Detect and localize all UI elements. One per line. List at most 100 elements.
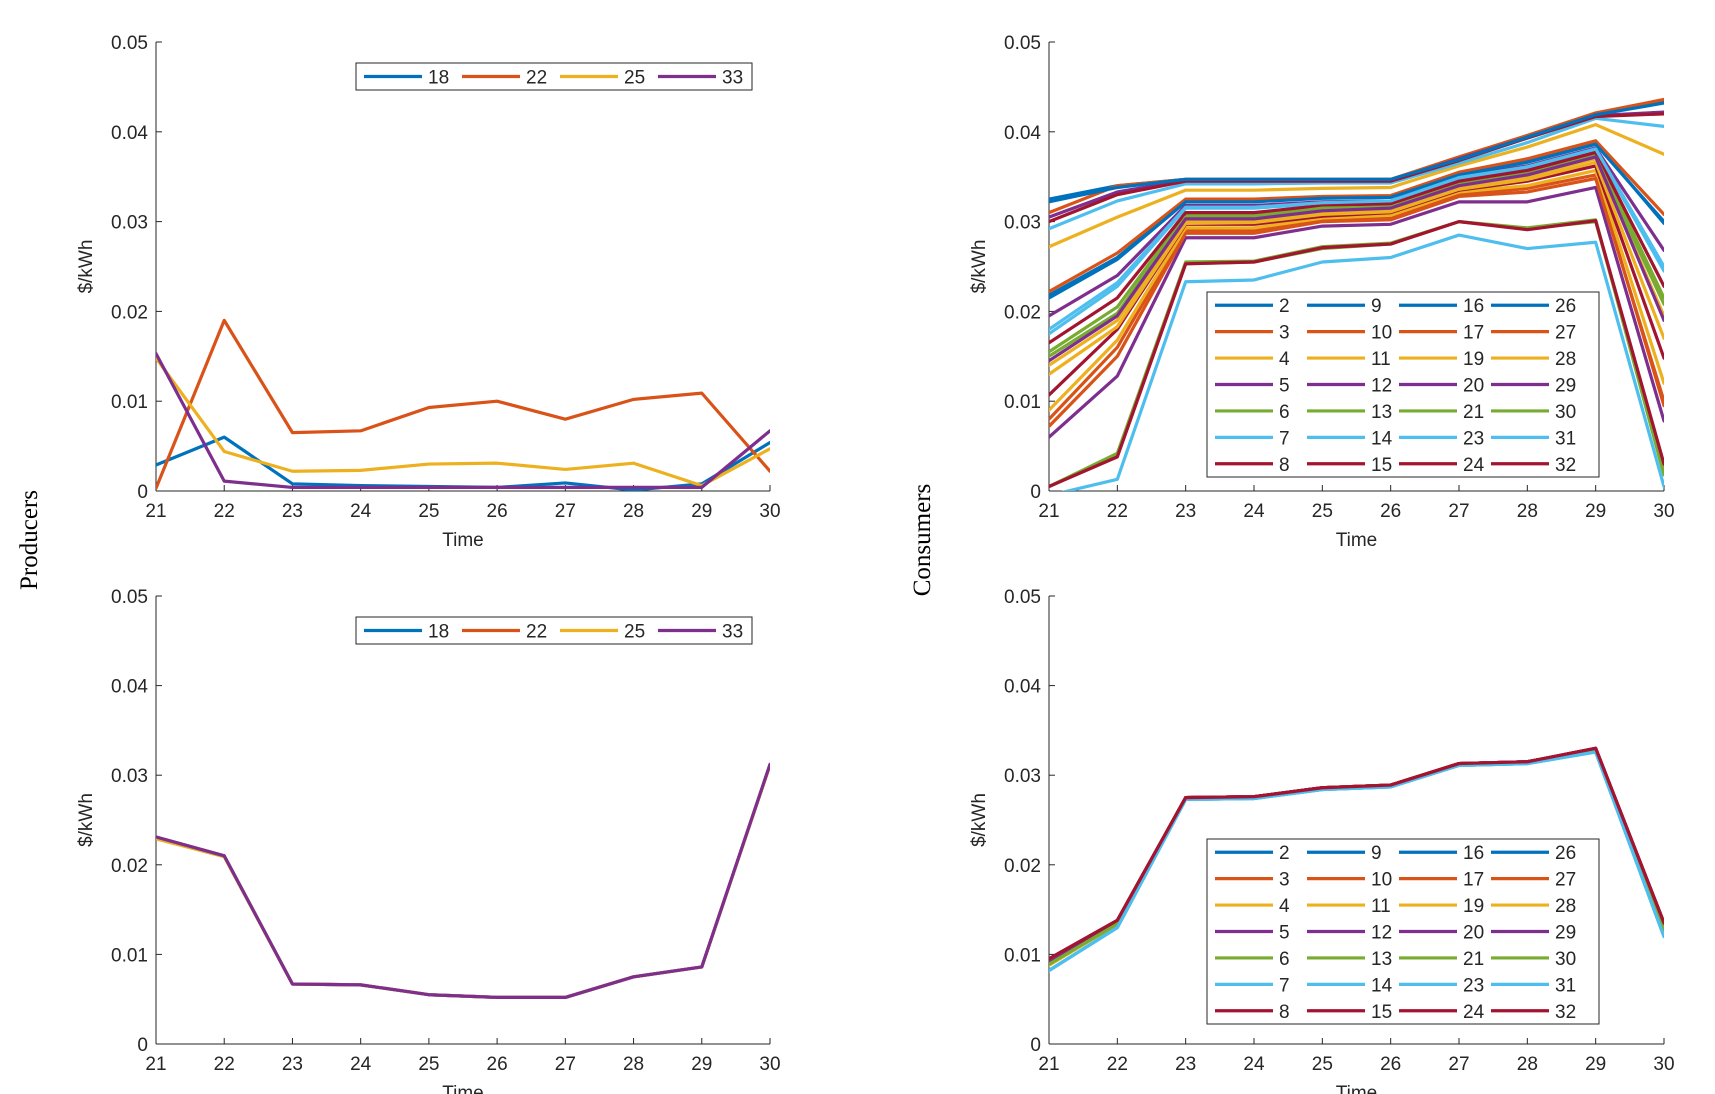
series-line-25 [156,356,770,488]
x-tick-label: 24 [1243,1054,1265,1075]
x-tick-label: 29 [1585,1054,1606,1075]
y-tick-label: 0.03 [111,213,148,234]
row-label-consumers: Consumers [909,484,936,597]
series-line-4 [1049,123,1664,249]
legend-label-18: 18 [428,68,449,89]
legend-label-33: 33 [722,68,743,89]
series-lines [1049,97,1664,491]
legend: 18 22 25 33 [355,616,753,645]
legend-label-24: 24 [1463,1002,1485,1023]
legend-label-6: 6 [1279,949,1290,970]
x-tick-label: 27 [1448,501,1469,522]
legend-label-7: 7 [1279,428,1290,449]
y-tick-label: 0.04 [111,677,148,698]
y-tick-label: 0.03 [1004,213,1041,234]
legend-label-4: 4 [1279,349,1290,370]
legend-label-7: 7 [1279,975,1290,996]
x-tick-label: 24 [1243,501,1265,522]
legend-label-25: 25 [624,68,645,89]
x-tick-label: 22 [1107,1054,1128,1075]
x-axis-label: Time [1336,1083,1378,1094]
series-line-11 [1049,157,1664,367]
x-tick-label: 22 [214,501,235,522]
legend-label-17: 17 [1463,870,1484,891]
y-tick-label: 0 [1030,1035,1041,1056]
legend-label-31: 31 [1555,975,1576,996]
legend-label-15: 15 [1371,455,1392,476]
x-axis-label: Time [1336,530,1378,551]
legend-label-20: 20 [1463,923,1484,944]
legend-label-23: 23 [1463,975,1484,996]
y-tick-label: 0.05 [111,587,148,608]
y-tick-label: 0.05 [1004,587,1041,608]
x-tick-label: 27 [555,501,576,522]
x-tick-label: 24 [350,1054,372,1075]
legend-label-4: 4 [1279,896,1290,917]
legend-label-23: 23 [1463,428,1484,449]
legend-label-16: 16 [1463,296,1484,317]
x-tick-label: 25 [418,1054,439,1075]
y-tick-label: 0.05 [1004,33,1041,54]
legend-label-6: 6 [1279,402,1290,423]
legend-label-3: 3 [1279,870,1290,891]
y-tick-label: 0.03 [111,766,148,787]
y-tick-label: 0.01 [111,392,148,413]
series-line-32 [1049,219,1664,489]
y-tick-label: 0.02 [111,856,148,877]
legend-label-10: 10 [1371,870,1392,891]
x-tick-label: 28 [1517,1054,1538,1075]
series-line-20 [1049,185,1664,439]
x-tick-label: 26 [1380,501,1401,522]
legend-label-33: 33 [722,622,743,643]
y-tick-label: 0 [137,1035,148,1056]
legend-label-14: 14 [1371,975,1393,996]
legend-label-5: 5 [1279,376,1290,397]
series-line-31 [1049,147,1664,331]
y-tick-label: 0 [137,482,148,503]
legend-label-17: 17 [1463,323,1484,344]
legend-label-27: 27 [1555,323,1576,344]
series-line-7 [1049,116,1664,231]
legend-label-22: 22 [526,68,547,89]
legend-label-15: 15 [1371,1002,1392,1023]
legend-label-8: 8 [1279,1002,1290,1023]
x-tick-label: 22 [1107,501,1128,522]
x-tick-label: 27 [1448,1054,1469,1075]
y-axis-label: $/kWh [969,240,990,294]
legend-label-32: 32 [1555,455,1576,476]
legend-label-29: 29 [1555,376,1576,397]
x-tick-label: 30 [759,501,780,522]
legend-label-29: 29 [1555,923,1576,944]
series-lines [156,318,770,491]
series-line-28 [1049,160,1664,376]
legend-label-22: 22 [526,622,547,643]
row-label-producers: Producers [16,490,43,590]
x-tick-label: 23 [1175,501,1196,522]
chart-producers-bottom: 0 0.01 0.02 0.03 0.04 0.05 21 22 23 24 25 26 27 28 29 3… [76,587,781,1094]
y-tick-label: 0.03 [1004,766,1041,787]
y-tick-label: 0 [1030,482,1041,503]
series-line-29 [1049,155,1664,363]
series-line-10 [1049,139,1664,294]
legend-label-11: 11 [1371,349,1391,370]
y-axis-label: $/kWh [76,240,97,294]
y-tick-label: 0.04 [1004,677,1041,698]
x-tick-label: 21 [145,501,166,522]
y-tick-label: 0.02 [1004,856,1041,877]
y-tick-label: 0.01 [111,945,148,966]
x-tick-label: 23 [1175,1054,1196,1075]
legend-label-9: 9 [1371,843,1382,864]
x-tick-label: 21 [1038,1054,1059,1075]
legend-label-32: 32 [1555,1002,1576,1023]
legend-label-31: 31 [1555,428,1576,449]
legend-label-16: 16 [1463,843,1484,864]
x-tick-label: 28 [623,1054,644,1075]
legend-label-25: 25 [624,622,645,643]
legend-label-26: 26 [1555,843,1576,864]
y-axis-label: $/kWh [969,793,990,847]
series-line-33 [156,762,770,1000]
x-tick-label: 25 [1312,501,1333,522]
x-tick-label: 29 [691,1054,712,1075]
legend-label-30: 30 [1555,402,1576,423]
legend-label-26: 26 [1555,296,1576,317]
